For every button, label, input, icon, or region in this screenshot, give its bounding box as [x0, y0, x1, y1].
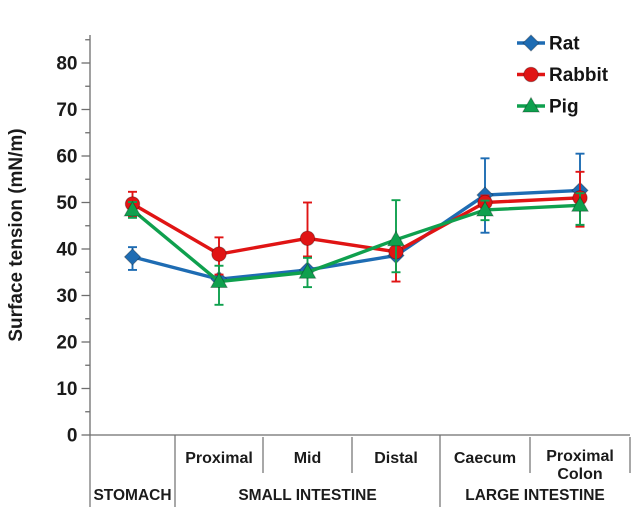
y-tick-label: 50 — [56, 193, 77, 214]
legend-label: Pig — [549, 97, 579, 118]
axes: 0 10 20 30 40 50 60 70 80 Surface tension (mN/m) — [6, 35, 630, 447]
y-tick-label: 30 — [56, 286, 77, 307]
x-cell-label: Mid — [294, 450, 322, 467]
triangle-marker — [209, 272, 229, 289]
series-line — [131, 196, 581, 256]
series-rabbit — [124, 170, 588, 283]
series-line — [131, 203, 581, 284]
x-cell-label: Distal — [374, 450, 418, 467]
triangle-marker — [386, 230, 406, 247]
triangle-marker — [298, 262, 317, 279]
y-tick-label: 80 — [56, 54, 77, 75]
x-cell-label: Proximal — [546, 448, 614, 465]
circle-marker — [299, 230, 316, 247]
x-cell-label: Colon — [557, 466, 602, 483]
triangle-marker — [123, 200, 142, 217]
x-group-label: STOMACH — [93, 487, 171, 504]
legend-label: Rat — [549, 34, 580, 55]
y-tick-label: 20 — [56, 333, 77, 354]
y-tick-label: 10 — [56, 379, 77, 400]
legend-entry-rabbit: Rabbit — [517, 65, 609, 86]
diamond-marker — [522, 34, 540, 52]
circle-marker — [211, 246, 227, 262]
legend-entry-rat: Rat — [517, 34, 580, 55]
y-tick-label: 70 — [56, 100, 77, 121]
y-tick-label: 60 — [56, 147, 77, 168]
y-tick-label: 0 — [67, 426, 78, 447]
legend-label: Rabbit — [549, 65, 609, 86]
x-group-label: SMALL INTESTINE — [238, 487, 376, 504]
x-group-label: LARGE INTESTINE — [465, 487, 605, 504]
legend-entry-pig: Pig — [517, 96, 579, 118]
diamond-marker — [123, 248, 142, 266]
y-axis-title: Surface tension (mN/m) — [6, 128, 27, 341]
legend: Rat Rabbit Pig — [517, 34, 609, 118]
category-axis: Proximal Mid Distal Caecum ProximalColonSTOM… — [89, 435, 631, 507]
circle-marker — [523, 66, 539, 83]
triangle-marker — [570, 195, 590, 212]
y-tick-label: 40 — [56, 240, 77, 261]
x-cell-label: Proximal — [185, 450, 253, 467]
triangle-marker — [521, 96, 541, 113]
series-rat — [123, 152, 589, 288]
x-cell-label: Caecum — [454, 450, 516, 467]
series-line — [132, 188, 581, 281]
triangle-marker — [475, 200, 495, 217]
series-pig — [123, 192, 590, 306]
